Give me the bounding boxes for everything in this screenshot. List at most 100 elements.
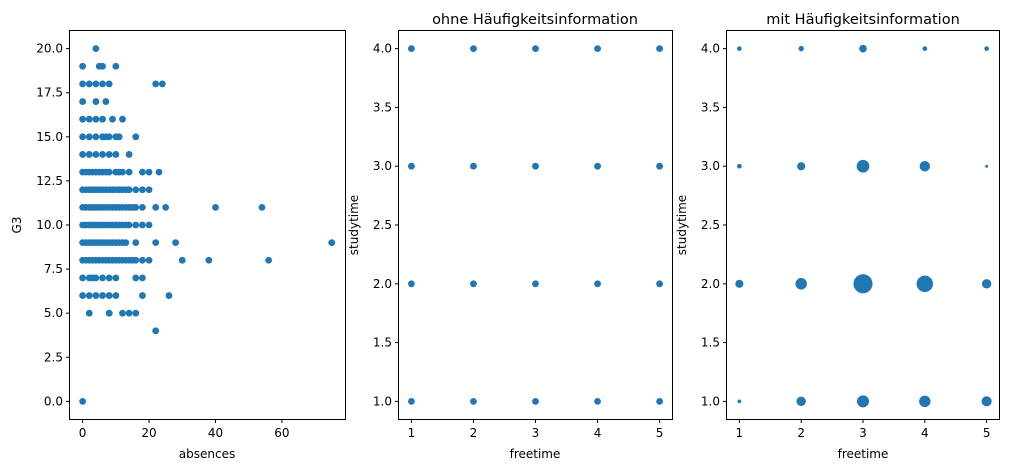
data-point	[922, 46, 928, 51]
data-point	[178, 256, 186, 264]
data-point	[85, 133, 93, 141]
data-point	[258, 203, 266, 211]
y-tick-label: 2.0	[373, 277, 392, 291]
data-point	[119, 168, 126, 176]
y-tick-label: 4.0	[373, 42, 392, 56]
data-point	[122, 239, 130, 247]
x-tick-label: 5	[983, 426, 991, 440]
x-tick-label: 3	[532, 426, 540, 440]
data-point	[155, 168, 163, 176]
x-tick-label: 1	[736, 426, 744, 440]
data-point	[112, 274, 120, 282]
data-point	[916, 275, 934, 292]
data-point	[656, 45, 663, 53]
data-point	[737, 163, 742, 169]
x-tick-label: 1	[408, 426, 416, 440]
y-tick-label: 17.5	[36, 86, 63, 100]
data-point	[99, 274, 106, 282]
data-point	[102, 98, 110, 105]
data-point	[109, 115, 116, 123]
y-tick-label: 3.5	[373, 100, 392, 114]
y-tick-label: 1.0	[373, 394, 392, 408]
data-point	[92, 115, 100, 123]
data-point	[132, 309, 140, 317]
data-point	[119, 115, 126, 123]
data-point	[594, 397, 601, 405]
y-tick-label: 2.5	[44, 350, 63, 364]
data-point	[981, 396, 992, 407]
y-axis-label: G3	[10, 217, 24, 234]
y-tick-label: 0.0	[44, 394, 63, 408]
data-point	[85, 115, 93, 123]
data-point	[132, 274, 140, 282]
x-tick-label: 60	[274, 426, 289, 440]
data-point	[105, 80, 113, 88]
data-point	[532, 280, 539, 288]
x-tick-label: 2	[797, 426, 805, 440]
data-point	[79, 292, 87, 299]
data-point	[132, 186, 140, 194]
data-point	[798, 45, 804, 52]
data-point	[145, 186, 153, 194]
x-tick-label: 3	[859, 426, 867, 440]
panel-with-frequency: mit Häufigkeitsinformation 1 2 3 4 5 1.0 1.5 2.…	[675, 12, 1000, 461]
data-point	[92, 274, 100, 282]
data-point	[125, 168, 133, 176]
data-point	[105, 168, 113, 176]
data-point	[139, 221, 146, 229]
data-point	[165, 292, 173, 299]
data-point	[985, 164, 989, 168]
data-point	[85, 309, 93, 317]
data-points	[735, 44, 992, 408]
data-point	[856, 159, 870, 173]
data-point	[125, 151, 133, 158]
data-point	[981, 279, 992, 289]
data-point	[139, 292, 146, 299]
data-point	[99, 80, 106, 88]
axis-ticks: 1 2 3 4 5 1.0 1.5 2.0 2.5 3.0 3.5 4.0	[701, 42, 991, 440]
data-point	[328, 239, 336, 247]
x-tick-label: 20	[141, 426, 156, 440]
data-point	[470, 162, 477, 170]
x-tick-label: 4	[921, 426, 929, 440]
data-point	[470, 280, 477, 288]
data-point	[79, 80, 87, 88]
data-point	[856, 395, 870, 408]
data-point	[919, 395, 931, 408]
data-point	[119, 309, 126, 317]
y-tick-label: 2.5	[701, 218, 720, 232]
data-point	[99, 115, 106, 123]
data-point	[132, 133, 140, 141]
data-point	[125, 309, 133, 317]
data-point	[470, 397, 477, 405]
data-point	[408, 162, 415, 170]
data-point	[105, 133, 113, 141]
data-point	[139, 256, 146, 264]
data-point	[125, 186, 133, 194]
data-point	[735, 279, 744, 288]
data-point	[265, 256, 273, 264]
data-point	[408, 280, 415, 288]
data-point	[105, 292, 113, 299]
data-point	[152, 203, 160, 211]
data-point	[145, 221, 153, 229]
data-point	[139, 274, 146, 282]
data-point	[158, 80, 166, 88]
data-point	[139, 186, 146, 194]
y-tick-label: 3.5	[701, 100, 720, 114]
data-point	[172, 239, 180, 247]
data-point	[99, 292, 106, 299]
y-tick-label: 2.5	[373, 218, 392, 232]
y-tick-label: 4.0	[701, 42, 720, 56]
axis-ticks: 1 2 3 4 5 1.0 1.5 2.0 2.5 3.0 3.5 4.0	[373, 42, 664, 440]
y-tick-label: 15.0	[36, 130, 63, 144]
data-point	[470, 45, 477, 53]
y-tick-label: 10.0	[36, 218, 63, 232]
data-point	[737, 399, 742, 404]
data-point	[92, 45, 100, 53]
y-tick-label: 7.5	[44, 262, 63, 276]
data-point	[984, 46, 989, 51]
data-point	[125, 221, 133, 229]
